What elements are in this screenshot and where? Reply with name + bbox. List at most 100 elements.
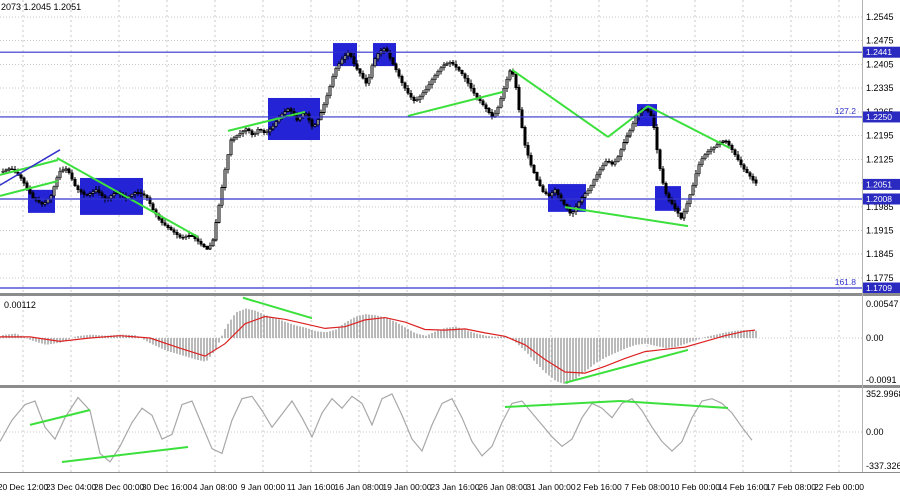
candle-body (697, 164, 701, 174)
green-trendline[interactable] (504, 400, 621, 408)
panel-separator[interactable] (0, 385, 900, 388)
green-trendline[interactable] (619, 400, 729, 409)
candle-body (739, 159, 743, 166)
candle-body (211, 239, 215, 247)
candle-body (586, 190, 590, 195)
price-badge-label: 1.2008 (866, 194, 892, 204)
candle-body (685, 203, 689, 213)
candle-body (82, 191, 86, 195)
green-trendline[interactable] (564, 206, 689, 228)
green-trendline[interactable] (242, 296, 313, 320)
supply-demand-zones[interactable] (28, 43, 681, 215)
candle-body (562, 199, 566, 205)
candle-body (130, 194, 134, 197)
candle-body (196, 238, 200, 242)
blue-trendline[interactable] (0, 149, 61, 186)
candle-body (616, 156, 620, 162)
price-scale-label: 1.2335 (866, 83, 894, 93)
candle-body (469, 83, 473, 89)
green-trendline[interactable] (61, 446, 189, 463)
osc-scale-max: 352.9968 (866, 389, 900, 399)
candle-body (241, 130, 245, 134)
price-badge-label: 1.2051 (866, 179, 892, 189)
candle-body (289, 108, 293, 112)
candle-body (505, 79, 509, 89)
candle-body (238, 132, 242, 136)
candle-body (220, 187, 224, 206)
green-trendline[interactable] (0, 180, 59, 197)
candle-body (490, 112, 494, 117)
candle-body (61, 169, 65, 172)
green-trendline[interactable] (647, 105, 731, 150)
candle-body (190, 235, 194, 237)
candle-body (466, 78, 470, 84)
green-trendline[interactable] (56, 157, 199, 238)
time-axis-label: 14 Feb 16:00 (718, 482, 768, 492)
candle-body (652, 115, 656, 128)
macd-scale-min: -0.0091 (866, 375, 897, 385)
green-trendline[interactable] (407, 90, 504, 117)
candle-body (214, 222, 218, 241)
candle-body (544, 191, 548, 195)
green-trendline[interactable] (227, 110, 306, 132)
candle-body (655, 127, 659, 151)
candle-body (208, 245, 212, 250)
candle-body (4, 169, 8, 172)
candle-body (151, 203, 155, 211)
candle-body (148, 197, 152, 205)
candle-body (493, 113, 497, 117)
candle-body (592, 179, 596, 187)
candle-body (79, 189, 83, 193)
horizontal-levels[interactable] (0, 51, 862, 289)
price-scale[interactable]: 1.25451.24751.24051.23351.22651.21951.21… (835, 12, 900, 294)
candle-body (715, 144, 719, 148)
green-trendline[interactable] (607, 105, 649, 138)
candle-body (10, 168, 14, 171)
candle-body (619, 149, 623, 157)
candle-body (634, 116, 638, 125)
candle-body (607, 161, 611, 163)
candle-body (388, 51, 392, 59)
candle-body (43, 202, 47, 205)
candles-layer[interactable] (1, 46, 758, 250)
candle-body (283, 111, 287, 115)
candle-body (310, 119, 314, 127)
panel-separator[interactable] (0, 293, 900, 296)
candle-body (610, 161, 614, 165)
oscillator-panel[interactable]: 352.9968 0.00 -337.326 (0, 389, 900, 471)
candle-body (628, 129, 632, 137)
green-trendline[interactable] (564, 348, 689, 384)
candle-body (187, 235, 191, 237)
candle-body (313, 124, 317, 127)
candle-body (382, 48, 386, 51)
candle-body (532, 164, 536, 173)
candle-body (625, 135, 629, 143)
candle-body (412, 96, 416, 102)
green-trendline[interactable] (29, 409, 91, 426)
candle-body (754, 179, 758, 184)
fib-level-label: 127.2 (835, 106, 857, 116)
candle-body (454, 63, 458, 68)
green-trendline[interactable] (511, 69, 609, 138)
candle-body (259, 129, 263, 131)
candle-body (346, 52, 350, 57)
candle-body (751, 175, 755, 181)
candle-body (73, 178, 77, 187)
time-axis-label: 23 Dec 04:00 (46, 482, 97, 492)
price-badge-label: 1.2441 (866, 47, 892, 57)
candle-body (172, 229, 176, 233)
macd-panel[interactable]: 0.00547 0.00 -0.0091 (0, 296, 899, 385)
candle-body (316, 119, 320, 126)
candle-body (721, 140, 725, 143)
candle-body (439, 67, 443, 72)
time-axis-label: 7 Feb 08:00 (624, 482, 670, 492)
price-scale-label: 1.2475 (866, 36, 894, 46)
macd-signal-line (0, 315, 756, 374)
candle-body (160, 218, 164, 224)
trend-lines[interactable] (0, 69, 731, 238)
candle-body (676, 208, 680, 214)
candle-body (436, 70, 440, 76)
time-axis-label: 4 Jan 08:00 (193, 482, 238, 492)
